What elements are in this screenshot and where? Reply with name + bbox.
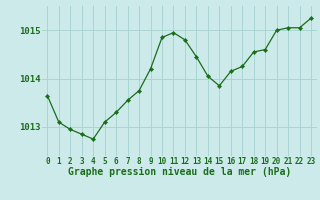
- X-axis label: Graphe pression niveau de la mer (hPa): Graphe pression niveau de la mer (hPa): [68, 167, 291, 177]
